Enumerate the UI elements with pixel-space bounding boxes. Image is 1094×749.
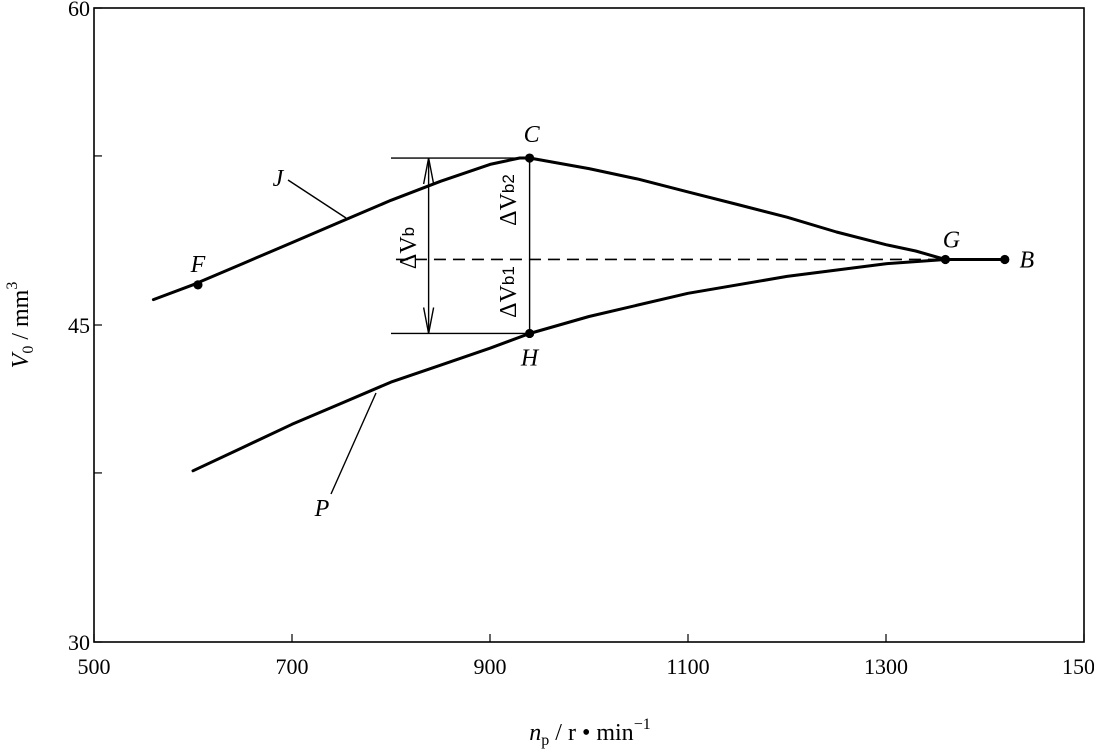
x-tick-label-1500: 1500 [1062, 654, 1094, 679]
point-c [525, 153, 535, 163]
y-axis-unit: / mm [8, 289, 34, 345]
point-label-h: H [520, 345, 540, 371]
delta-vb1-sub: b1 [499, 266, 518, 285]
x-axis-title: np / r • min−1 [529, 716, 650, 749]
y-axis-var: V [8, 351, 34, 368]
point-b [1000, 254, 1010, 265]
delta-vb2-sub: b2 [499, 174, 518, 193]
point-h [525, 328, 535, 339]
x-tick-label-500: 500 [78, 654, 111, 679]
x-tick-label-1300: 1300 [864, 654, 908, 679]
series-leader-p [330, 392, 377, 495]
guides [391, 157, 946, 335]
series-line-j [151, 156, 532, 302]
y-tick-label-30: 30 [68, 630, 90, 655]
x-tick-label-700: 700 [276, 654, 309, 679]
y-axis-sub: 0 [20, 346, 37, 354]
series-line-upper-right [528, 156, 1007, 261]
y-axis-sup: 3 [4, 282, 21, 290]
point-label-c: C [524, 122, 541, 148]
point-g [940, 254, 951, 265]
x-axis-unit: / r • min [549, 720, 633, 746]
x-tick-label-900: 900 [474, 654, 507, 679]
series-label-j: J [273, 166, 285, 192]
delta-vb-label: ΔVb [396, 227, 422, 269]
x-ticks: 500 700 900 1100 1300 1500 [78, 634, 1094, 679]
y-axis-title: V0 / mm3 [4, 282, 37, 369]
delta-vb2-label: ΔVb2 [496, 174, 522, 226]
point-label-f: F [190, 252, 206, 278]
delta-vb1-label: ΔVb1 [496, 266, 522, 318]
y-ticks: 30 45 60 [68, 0, 102, 655]
plot-frame [93, 7, 1085, 643]
delta-vb-prefix: ΔV [396, 236, 422, 269]
y-tick-label-60: 60 [68, 0, 90, 21]
point-f [193, 280, 203, 290]
delta-vb-arrow-head-bottom [422, 307, 435, 334]
x-axis-sub: p [541, 732, 549, 749]
delta-vb-sub: b [399, 227, 418, 236]
x-tick-label-1100: 1100 [666, 654, 709, 679]
series-label-p: P [314, 496, 330, 522]
delta-vb1-prefix: ΔV [496, 284, 522, 317]
curves: JP [151, 156, 1007, 522]
points: F C G B H [190, 122, 1035, 371]
series-line-p [191, 258, 947, 473]
series-leader-j [287, 179, 347, 219]
point-label-g: G [943, 227, 960, 253]
point-label-b: B [1019, 247, 1034, 273]
x-axis-var: n [529, 720, 541, 746]
delta-vb-arrow-head-top [422, 157, 435, 185]
x-axis-sup: −1 [634, 716, 651, 733]
delta-vb2-prefix: ΔV [496, 192, 522, 225]
y-tick-label-45: 45 [68, 313, 90, 338]
